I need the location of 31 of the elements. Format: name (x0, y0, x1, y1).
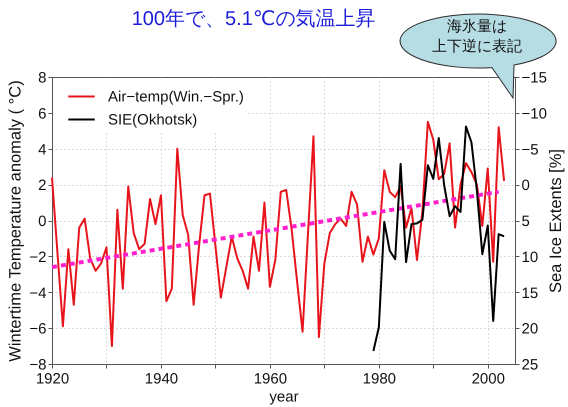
line-series (372, 126, 506, 352)
y-tick-label: 2 (38, 177, 46, 194)
x-axis-title: year (269, 388, 299, 406)
y2-tick-label: 0 (522, 177, 530, 194)
y2-tick-label: 20 (522, 320, 538, 338)
chart-title: 100年で、5.1℃の気温上昇 (132, 8, 376, 30)
y2-axis-title: Sea Ice Extents [%] (546, 149, 565, 293)
y-tick-label: 0 (38, 213, 46, 230)
y-tick-label: −4 (29, 284, 46, 302)
legend-label: SIE(Okhotsk) (108, 112, 198, 128)
y2-tick-label: −5 (522, 141, 539, 158)
y2-tick-label: 15 (522, 284, 538, 302)
y-tick-label: 6 (38, 105, 46, 122)
y-tick-label: −8 (29, 356, 46, 374)
x-tick-label: 2000 (472, 370, 505, 388)
y2-tick-label: 5 (522, 213, 530, 230)
y-axis-title: Wintertime Temperature anomaly ( °C) (6, 80, 24, 362)
y-tick-label: 4 (38, 141, 46, 158)
text: 海氷量は上下逆に表記 (432, 17, 523, 57)
legend-label: Air−temp(Win.−Spr.) (108, 88, 244, 106)
y-tick-label: 8 (38, 70, 46, 86)
x-tick-label: 1940 (144, 370, 178, 388)
y2-tick-label: 10 (522, 248, 538, 266)
y-tick-label: −6 (29, 320, 46, 338)
x-tick-label: 1920 (36, 370, 70, 388)
x-tick-label: 1980 (362, 370, 396, 388)
y2-tick-label: −10 (522, 105, 547, 122)
y2-tick-label: −15 (522, 70, 547, 86)
y2-tick-label: 25 (522, 356, 538, 374)
x-tick-label: 1960 (254, 370, 288, 388)
y-tick-label: −2 (29, 248, 46, 266)
